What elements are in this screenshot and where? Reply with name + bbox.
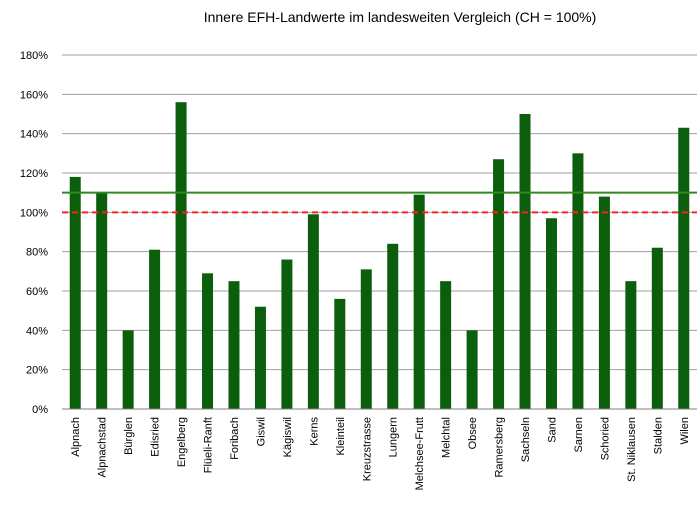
bar — [254, 306, 266, 409]
bar — [334, 298, 346, 409]
y-tick-label: 40% — [26, 325, 48, 337]
x-tick-label: Lungern — [388, 417, 400, 457]
x-tick-label: Melchtal — [441, 417, 453, 458]
bar — [651, 247, 663, 409]
x-tick-label: Kleinteil — [335, 417, 347, 456]
x-tick-label: Melchsee-Frutt — [414, 417, 426, 490]
y-tick-label: 20% — [26, 365, 48, 377]
x-tick-label: St. Niklausen — [626, 417, 638, 482]
bar — [202, 273, 214, 409]
x-tick-label: Giswil — [255, 417, 267, 446]
bar — [228, 281, 240, 409]
y-tick-label: 120% — [20, 168, 48, 180]
x-tick-label: Sand — [546, 417, 558, 443]
x-tick-label: Obsee — [467, 417, 479, 449]
y-tick-label: 60% — [26, 286, 48, 298]
y-tick-label: 0% — [32, 404, 48, 416]
bar — [466, 330, 478, 409]
x-tick-label: Kerns — [308, 417, 320, 446]
bar — [440, 281, 452, 409]
x-tick-label: Ramersberg — [494, 417, 506, 478]
x-tick-label: Sachseln — [520, 417, 532, 462]
x-tick-label: Alpnach — [70, 417, 82, 457]
x-tick-label: Edisried — [150, 417, 162, 457]
y-tick-label: 180% — [20, 50, 48, 62]
bar — [307, 214, 319, 409]
x-tick-label: Sarnen — [573, 417, 585, 452]
bar — [96, 192, 108, 409]
bar — [625, 281, 637, 409]
bar — [545, 218, 557, 409]
bar — [572, 153, 584, 409]
y-tick-label: 140% — [20, 129, 48, 141]
x-tick-label: Flüeli-Ranft — [203, 417, 215, 473]
bar — [360, 269, 372, 409]
x-tick-label: Foribach — [229, 417, 241, 460]
bar — [122, 330, 134, 409]
x-tick-label: Bürglen — [123, 417, 135, 455]
bar — [175, 102, 187, 409]
bar — [519, 114, 531, 409]
y-tick-label: 80% — [26, 247, 48, 259]
x-tick-label: Kreuzstrasse — [361, 417, 373, 481]
bar — [493, 159, 505, 409]
bar — [413, 194, 425, 409]
bar — [281, 259, 293, 409]
x-tick-label: Schoried — [599, 417, 611, 460]
y-tick-label: 160% — [20, 89, 48, 101]
y-tick-label: 100% — [20, 207, 48, 219]
x-tick-label: Alpnachstad — [97, 417, 109, 478]
bar — [678, 127, 690, 410]
x-tick-label: Wilen — [679, 417, 691, 445]
bar — [598, 196, 610, 409]
bar — [387, 243, 399, 409]
bar — [69, 176, 81, 409]
chart-title: Innere EFH-Landwerte im landesweiten Ver… — [204, 9, 597, 25]
bar — [149, 249, 161, 409]
x-tick-label: Engelberg — [176, 417, 188, 467]
x-tick-label: Stalden — [652, 417, 664, 454]
x-tick-label: Kägiswil — [282, 417, 294, 457]
